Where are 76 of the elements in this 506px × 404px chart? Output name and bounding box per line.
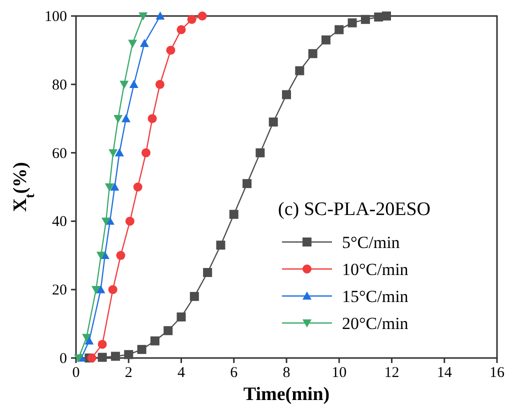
- point: [120, 80, 129, 89]
- legend-label: 20°C/min: [342, 314, 409, 333]
- point: [187, 14, 196, 24]
- point: [116, 250, 126, 260]
- point: [295, 66, 304, 76]
- point: [98, 340, 107, 349]
- point: [334, 25, 344, 34]
- point: [256, 148, 265, 158]
- point: [176, 25, 186, 34]
- point: [110, 182, 120, 191]
- point: [108, 149, 118, 158]
- point: [164, 326, 173, 336]
- point: [114, 115, 123, 124]
- point: [190, 292, 199, 301]
- point: [84, 336, 94, 344]
- y-tick-label: 60: [52, 146, 67, 162]
- point: [150, 336, 160, 346]
- point: [216, 240, 226, 250]
- x-tick-label: 16: [490, 365, 505, 381]
- point: [137, 344, 146, 354]
- point: [156, 12, 165, 20]
- point: [138, 12, 148, 20]
- x-tick-label: 8: [282, 365, 290, 381]
- point: [98, 352, 107, 362]
- x-axis-title: Time(min): [243, 384, 330, 404]
- point: [121, 114, 130, 122]
- point: [382, 12, 391, 20]
- point: [268, 118, 278, 127]
- point: [101, 218, 110, 226]
- legend-title: (c) SC-PLA-20ESO: [278, 199, 431, 220]
- point: [124, 350, 134, 360]
- point: [229, 210, 238, 219]
- y-tick-label: 20: [52, 282, 67, 299]
- point: [360, 14, 370, 24]
- y-tick-label: 40: [52, 214, 67, 230]
- legend-label: 10°C/min: [342, 260, 409, 279]
- point: [133, 182, 142, 192]
- x-tick-label: 6: [230, 365, 238, 381]
- point: [96, 285, 106, 294]
- y-tick-label: 80: [52, 77, 67, 94]
- x-tick-label: 14: [436, 365, 452, 381]
- legend-label: 15°C/min: [342, 287, 409, 306]
- x-tick-label: 2: [124, 365, 132, 381]
- point: [114, 148, 124, 156]
- point: [242, 179, 252, 188]
- x-tick-label: 12: [384, 365, 400, 381]
- point: [140, 38, 149, 47]
- point: [129, 80, 138, 88]
- point: [348, 18, 357, 28]
- legend-label: 5°C/min: [342, 233, 400, 252]
- point: [308, 49, 318, 58]
- point: [110, 352, 120, 361]
- x-tick-label: 4: [178, 365, 186, 381]
- point: [125, 216, 134, 226]
- point: [282, 90, 291, 100]
- point: [74, 354, 84, 362]
- point: [176, 312, 186, 322]
- x-tick-label: 0: [72, 365, 80, 381]
- point: [374, 12, 384, 22]
- point: [82, 334, 92, 342]
- y-tick-label: 100: [44, 9, 67, 25]
- point: [155, 80, 164, 89]
- point: [87, 354, 96, 362]
- point: [92, 286, 100, 294]
- point: [108, 285, 118, 294]
- point: [166, 46, 176, 55]
- point: [96, 252, 106, 260]
- point: [148, 114, 157, 124]
- point: [141, 148, 150, 158]
- point: [203, 268, 212, 277]
- point: [128, 40, 138, 48]
- point: [198, 12, 207, 20]
- point: [321, 35, 330, 44]
- x-tick-label: 10: [332, 365, 347, 381]
- point: [104, 183, 114, 192]
- y-tick-label: 0: [60, 351, 67, 367]
